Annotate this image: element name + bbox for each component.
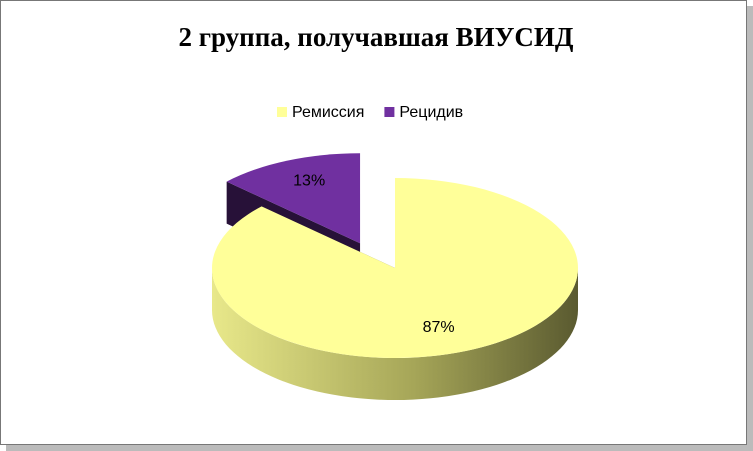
legend-swatch	[277, 107, 287, 117]
frame-shadow	[6, 445, 753, 451]
chart-title: 2 группа, получавшая ВИУСИД	[179, 22, 574, 52]
pie: 87% 13%	[211, 153, 579, 400]
legend-swatch	[384, 107, 395, 117]
data-label: 13%	[293, 173, 325, 190]
slice-side	[212, 268, 578, 400]
frame-shadow	[747, 6, 753, 451]
slice	[226, 153, 361, 244]
data-label: 87%	[423, 319, 455, 336]
legend: Ремиссия Рецидив	[277, 104, 463, 121]
slice	[211, 178, 579, 358]
legend-label: Ремиссия	[292, 104, 364, 121]
legend-label: Рецидив	[399, 104, 463, 121]
